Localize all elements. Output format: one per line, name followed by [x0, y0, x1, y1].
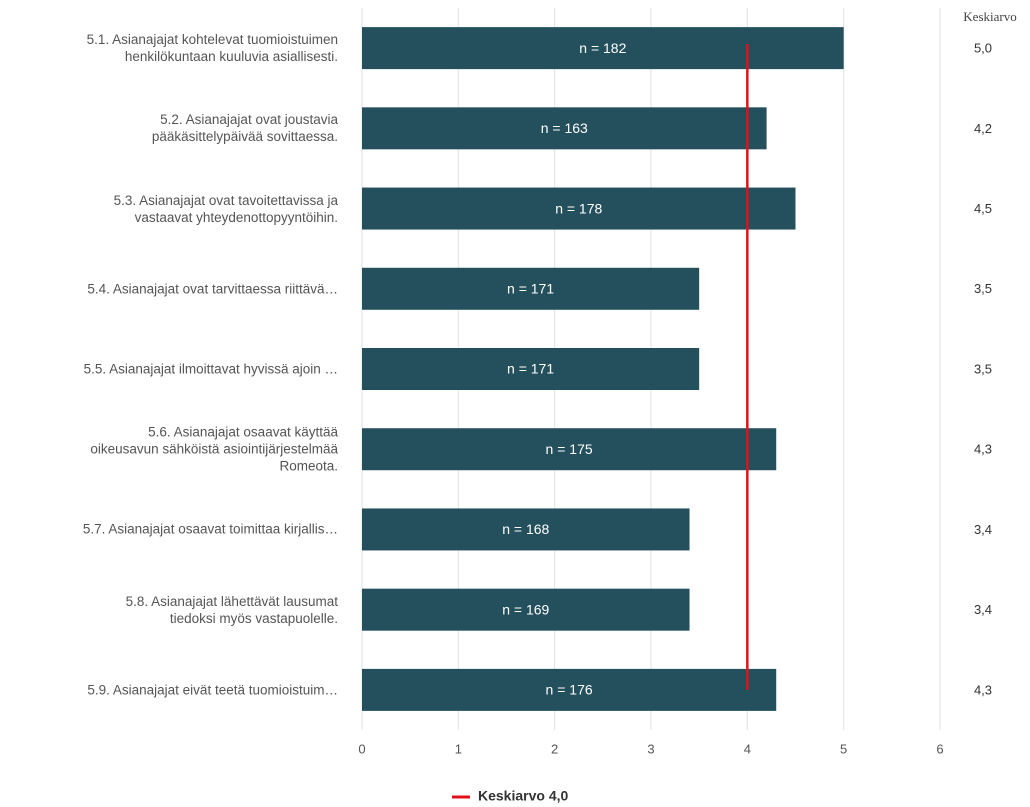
bar-label: n = 182 [579, 40, 626, 56]
bar [362, 187, 796, 230]
value-label: 5,0 [974, 41, 992, 56]
x-tick-label: 3 [647, 741, 654, 756]
x-tick-label: 6 [936, 741, 943, 756]
category-label: 5.5. Asianajajat ilmoittavat hyvissä ajo… [83, 361, 338, 377]
bar-label: n = 178 [555, 200, 602, 216]
x-tick-label: 2 [551, 741, 558, 756]
bar-label: n = 163 [541, 120, 588, 136]
category-label: 5.2. Asianajajat ovat joustavia pääkäsit… [151, 112, 338, 145]
value-label: 3,5 [974, 361, 992, 376]
value-label: 4,2 [974, 121, 992, 136]
bar [362, 267, 700, 310]
value-label: 4,3 [974, 442, 992, 457]
bar-label: n = 168 [502, 521, 549, 537]
bar-label: n = 175 [546, 441, 593, 457]
value-label: 4,3 [974, 682, 992, 697]
x-tick-label: 5 [840, 741, 847, 756]
bar-label: n = 171 [507, 361, 554, 377]
bar-label: n = 176 [546, 682, 593, 698]
x-tick-label: 0 [358, 741, 365, 756]
bar [362, 508, 690, 551]
value-label: 3,4 [974, 522, 992, 537]
bar [362, 107, 767, 150]
category-label: 5.7. Asianajajat osaavat toimittaa kirja… [82, 521, 338, 537]
category-label: 5.1. Asianajajat kohtelevat tuomioistuim… [86, 32, 338, 65]
value-label: 3,5 [974, 281, 992, 296]
category-label: 5.9. Asianajajat eivät teetä tuomioistui… [87, 682, 338, 698]
bar-label: n = 169 [502, 601, 549, 617]
bar [362, 428, 777, 471]
category-label: 5.6. Asianajajat osaavat käyttää oikeusa… [90, 424, 338, 474]
category-label: 5.4. Asianajajat ovat tarvittaessa riitt… [87, 281, 338, 297]
bar [362, 588, 690, 631]
bar-label: n = 171 [507, 280, 554, 296]
category-label: 5.3. Asianajajat ovat tavoitettavissa ja… [113, 192, 338, 225]
x-tick-label: 1 [455, 741, 462, 756]
legend-label: Keskiarvo 4,0 [478, 788, 568, 804]
value-label: 4,5 [974, 201, 992, 216]
value-label: 3,4 [974, 602, 992, 617]
bar [362, 668, 777, 711]
bar [362, 348, 700, 390]
value-column-title: Keskiarvo [963, 9, 1016, 24]
x-tick-label: 4 [744, 741, 751, 756]
category-label: 5.8. Asianajajat lähettävät lausumat tie… [125, 593, 338, 626]
bar [362, 27, 844, 70]
